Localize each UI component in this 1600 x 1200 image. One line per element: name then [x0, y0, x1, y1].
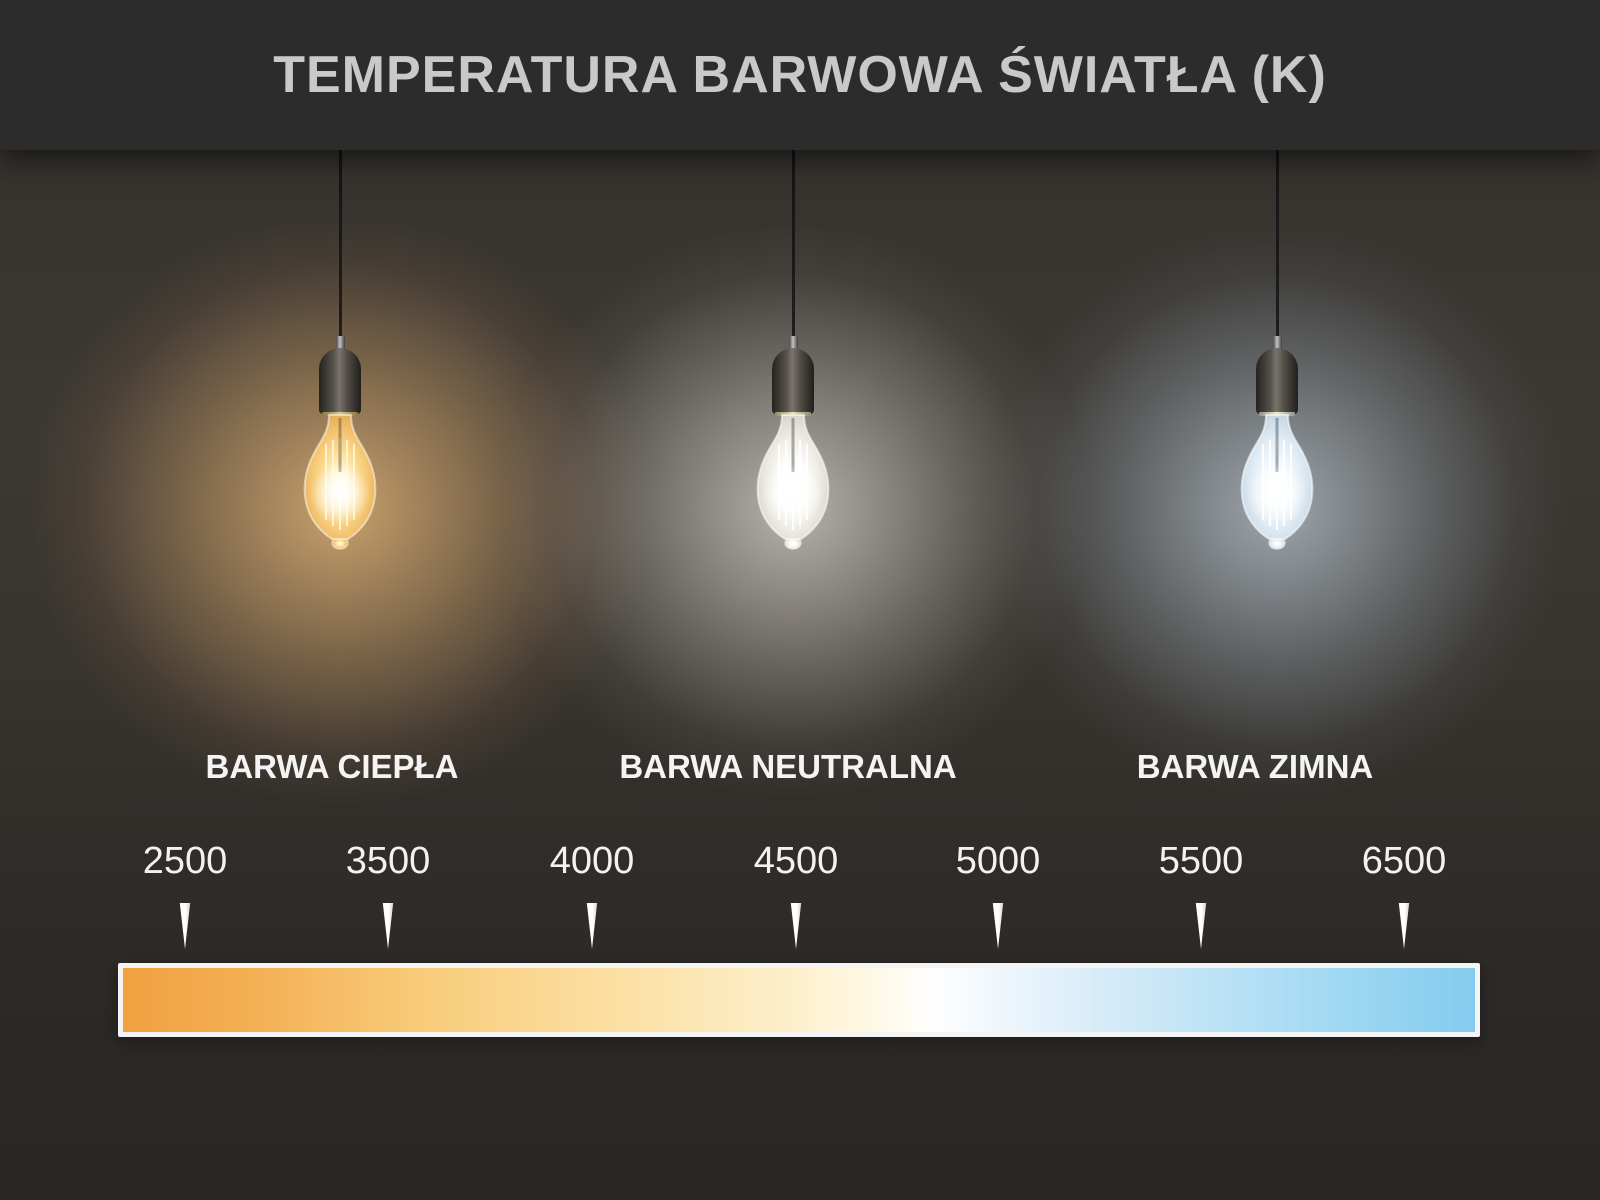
- lamp-socket: [319, 348, 361, 414]
- tick-label: 5000: [955, 840, 1041, 882]
- page-title: TEMPERATURA BARWOWA ŚWIATŁA (K): [273, 46, 1327, 104]
- tick-label: 5500: [1158, 840, 1244, 882]
- label-barwa-zimna: BARWA ZIMNA: [1136, 748, 1374, 785]
- tick-label: 4000: [549, 840, 635, 882]
- cord: [1275, 150, 1279, 340]
- lamp-socket: [1256, 348, 1298, 414]
- lamp-socket: [772, 348, 814, 414]
- label-barwa-neutralna: BARWA NEUTRALNA: [619, 748, 957, 785]
- edison-bulb-neutral: [756, 414, 830, 550]
- tick-pointer-icon: [992, 903, 1004, 949]
- tick-label: 2500: [142, 840, 228, 882]
- tick-label: 4500: [753, 840, 839, 882]
- tick-pointer-icon: [1195, 903, 1207, 949]
- cord-ferrule: [335, 336, 345, 352]
- tick-pointer-icon: [382, 903, 394, 949]
- cord: [791, 150, 795, 340]
- wall-background: [0, 130, 1600, 1200]
- cord-ferrule: [1272, 336, 1282, 352]
- cord: [338, 150, 342, 340]
- header-band: TEMPERATURA BARWOWA ŚWIATŁA (K): [0, 0, 1600, 150]
- cord-ferrule: [788, 336, 798, 352]
- tick-pointer-icon: [586, 903, 598, 949]
- tick-pointer-icon: [179, 903, 191, 949]
- tick-label: 3500: [345, 840, 431, 882]
- label-barwa-ciepla: BARWA CIEPŁA: [205, 748, 459, 785]
- edison-bulb-cold: [1240, 414, 1314, 550]
- color-temperature-gradient-bar: [118, 963, 1480, 1037]
- tick-pointer-icon: [1398, 903, 1410, 949]
- tick-label: 6500: [1361, 840, 1447, 882]
- tick-pointer-icon: [790, 903, 802, 949]
- edison-bulb-warm: [303, 414, 377, 550]
